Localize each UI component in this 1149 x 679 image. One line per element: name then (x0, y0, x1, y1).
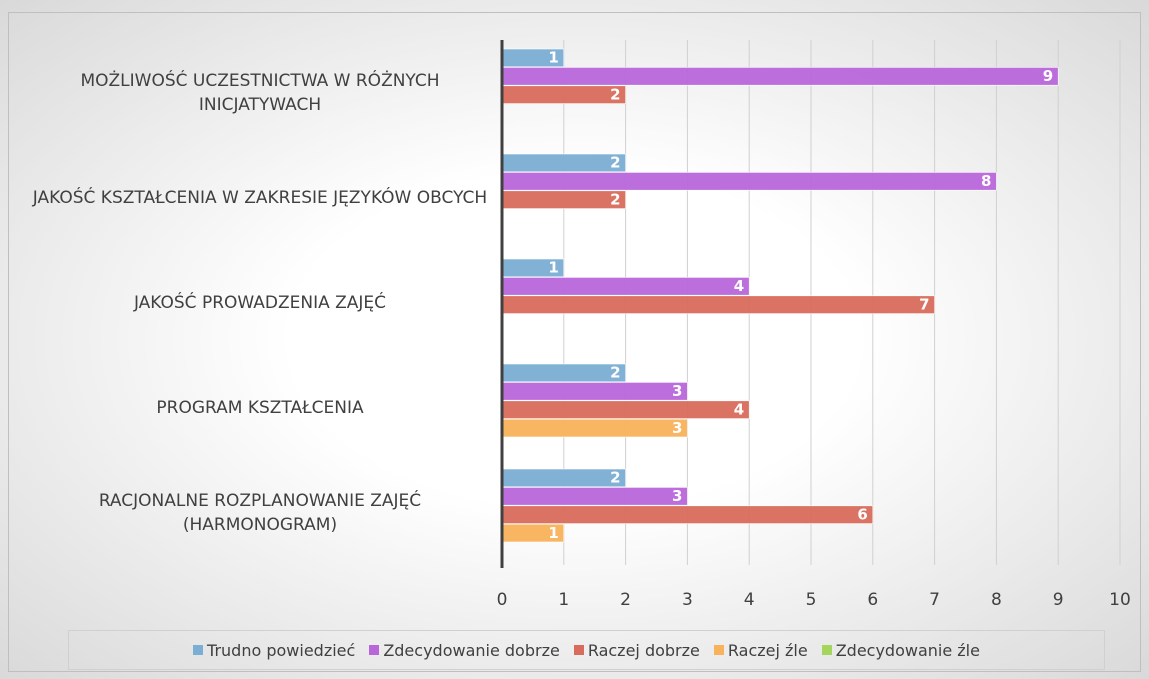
bar (501, 468, 626, 488)
bar (501, 363, 626, 383)
legend-swatch (573, 645, 584, 655)
bar (501, 277, 750, 296)
x-tick-label: 5 (806, 590, 817, 610)
x-tick-label: 4 (744, 590, 755, 610)
legend-swatch (713, 645, 724, 655)
legend-item: Zdecydowanie dobrze (369, 641, 560, 660)
value-label: 9 (1043, 67, 1053, 85)
bar (501, 487, 688, 506)
legend-swatch (193, 645, 204, 655)
value-label: 8 (981, 172, 991, 190)
value-label: 2 (610, 364, 620, 382)
category-label: MOŻLIWOŚĆ UCZESTNICTWA W RÓŻNYCH INICJAT… (80, 70, 440, 115)
x-tick-label: 1 (558, 590, 569, 610)
legend: Trudno powiedzieć Zdecydowanie dobrze Racz… (68, 630, 1105, 670)
value-label: 2 (610, 191, 620, 209)
value-label: 2 (610, 469, 620, 487)
value-label: 3 (672, 487, 682, 505)
value-label: 1 (548, 524, 558, 542)
value-label: 4 (734, 277, 744, 295)
value-label: 1 (548, 49, 558, 67)
legend-item: Zdecydowanie źle (821, 640, 980, 660)
bar (501, 85, 626, 104)
value-label: 4 (734, 401, 744, 419)
legend-swatch (821, 645, 832, 655)
legend-label: Raczej źle (727, 640, 808, 660)
category-label: PROGRAM KSZTAŁCENIA (156, 397, 364, 418)
bar (501, 172, 997, 191)
bar (501, 67, 1059, 86)
value-label: 3 (672, 382, 682, 400)
x-tick-label: 8 (991, 590, 1002, 610)
value-label: 2 (610, 86, 620, 104)
x-tick-label: 7 (929, 590, 940, 610)
category-label: JAKOŚĆ PROWADZENIA ZAJĘĆ (133, 292, 387, 313)
legend-label: Raczej dobrze (587, 640, 700, 660)
bar (501, 190, 626, 209)
value-label: 1 (548, 259, 558, 277)
bar (501, 153, 626, 173)
x-tick-label: 6 (867, 590, 878, 610)
x-tick-label: 2 (620, 590, 631, 610)
legend-item: Raczej źle (713, 640, 808, 660)
x-tick-label: 9 (1053, 590, 1064, 610)
value-label: 6 (857, 506, 867, 524)
legend-label: Zdecydowanie źle (835, 640, 980, 660)
value-label: 7 (919, 296, 929, 314)
value-label: 3 (672, 419, 682, 437)
bar (501, 505, 874, 524)
legend-item: Trudno powiedzieć (193, 641, 355, 660)
x-tick-label: 10 (1109, 590, 1131, 610)
bar (501, 418, 688, 438)
chart-frame (8, 12, 1141, 672)
bar (501, 400, 750, 419)
value-label: 2 (610, 154, 620, 172)
x-tick-label: 3 (682, 590, 693, 610)
category-label: JAKOŚĆ KSZTAŁCENIA W ZAKRESIE JĘZYKÓW OB… (32, 187, 488, 208)
category-label: RACJONALNE ROZPLANOWANIE ZAJĘĆ (HARMONOG… (98, 490, 422, 535)
legend-label: Zdecydowanie dobrze (383, 640, 560, 660)
legend-swatch (369, 645, 380, 655)
bar (501, 295, 935, 314)
x-tick-label: 0 (497, 590, 508, 610)
bar (501, 382, 688, 401)
legend-item: Raczej dobrze (573, 640, 700, 660)
legend-label: Trudno powiedzieć (207, 640, 356, 660)
